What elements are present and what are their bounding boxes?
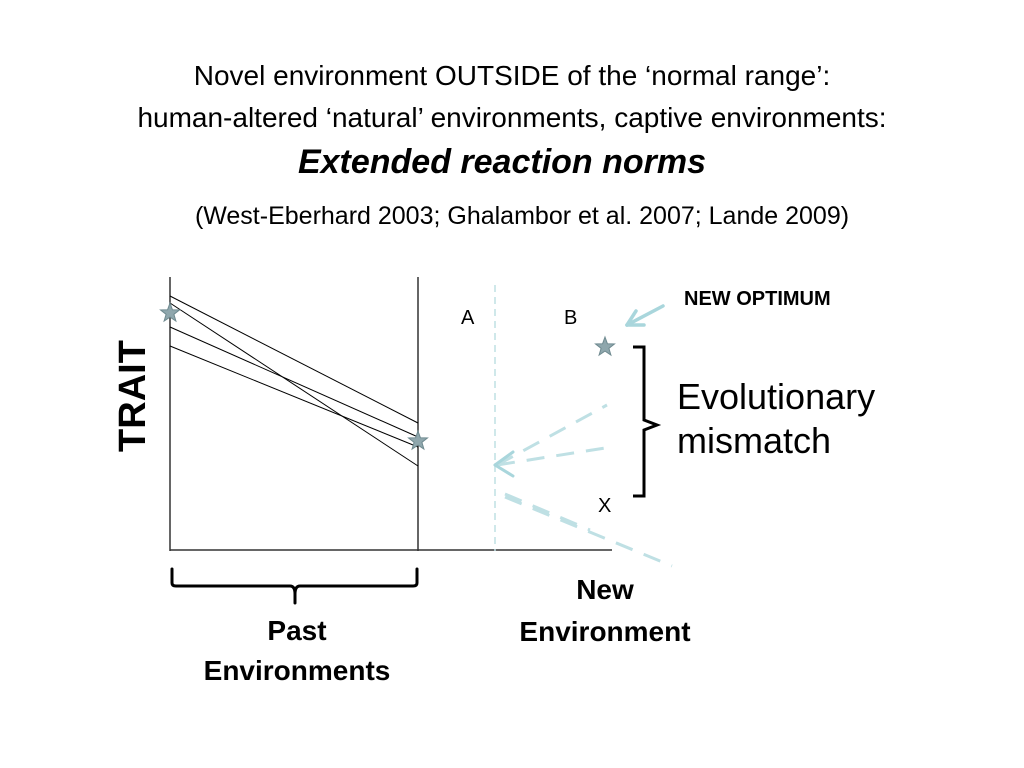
label-a: A	[461, 307, 475, 329]
extended-norm-line	[496, 446, 606, 467]
label-b: B	[564, 307, 578, 329]
extended-norm-line	[496, 403, 608, 467]
new-optimum-arrow	[625, 304, 665, 327]
evolutionary-mismatch-label: Evolutionary mismatch	[677, 376, 876, 461]
reaction-norms	[169, 295, 419, 467]
reaction-norm-line	[169, 345, 419, 448]
citation: (West-Eberhard 2003; Ghalambor et al. 20…	[194, 202, 850, 230]
new-optimum-label: NEW OPTIMUM	[684, 288, 831, 310]
reaction-norm-line	[169, 326, 419, 438]
title-line-1: Novel environment OUTSIDE of the ‘normal…	[193, 60, 831, 91]
convergence-arrowhead	[493, 450, 515, 478]
label-x: X	[598, 495, 612, 517]
star-icon	[407, 429, 429, 451]
extended-reaction-norms	[496, 403, 673, 568]
past-environments-brace	[170, 567, 419, 605]
reaction-norm-line	[169, 302, 419, 467]
new-environment-label: New Environment	[519, 574, 691, 647]
title-emphasis: Extended reaction norms	[297, 143, 707, 181]
new-optimum-star-icon	[594, 335, 616, 357]
reaction-norm-line	[169, 295, 419, 424]
title-line-2: human-altered ‘natural’ environments, ca…	[137, 102, 887, 133]
mismatch-bracket	[633, 345, 662, 498]
y-axis-label: TRAIT	[112, 340, 154, 452]
extended-norm-line	[504, 495, 673, 568]
star-icon	[159, 301, 181, 323]
extended-norm-line	[504, 492, 591, 532]
past-environments-label: Past Environments	[203, 615, 391, 686]
